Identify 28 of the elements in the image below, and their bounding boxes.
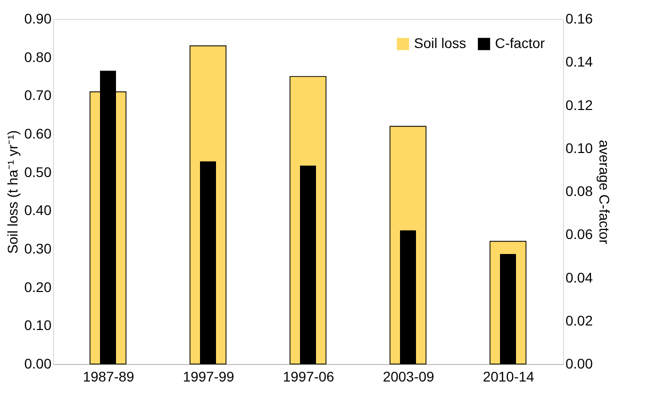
legend-label: C-factor [495, 35, 546, 51]
y2-tick-label: 0.16 [566, 10, 593, 26]
y2-tick-label: 0.06 [566, 226, 593, 242]
y-tick-label: 0.20 [24, 278, 52, 295]
y2-tick-label: 0.14 [566, 54, 593, 70]
y-tick-label: 0.70 [24, 87, 52, 104]
y-tick-label: 0.90 [24, 10, 52, 26]
y2-tick-label: 0.00 [566, 356, 593, 372]
y2-tick-label: 0.02 [566, 312, 593, 328]
x-tick-label: 1997-99 [182, 368, 234, 384]
y-tick-label: 0.10 [24, 317, 52, 334]
y2-tick-label: 0.04 [566, 269, 593, 286]
y-tick-label: 0.30 [24, 240, 52, 256]
y2-tick-label: 0.10 [566, 140, 593, 156]
y-tick-label: 0.40 [24, 202, 52, 218]
x-tick-label: 2010-14 [482, 368, 534, 384]
y-axis-title: Soil loss (t ha⁻¹ yr⁻¹) [4, 130, 20, 254]
y-tick-label: 0.50 [24, 164, 52, 180]
x-tick-label: 1997-06 [282, 368, 334, 384]
y-tick-label: 0.60 [24, 126, 52, 142]
legend-label: Soil loss [414, 35, 466, 51]
y2-tick-label: 0.08 [566, 183, 593, 199]
y2-axis-title: average C-factor [596, 140, 613, 244]
y-tick-label: 0.80 [24, 48, 52, 65]
x-tick-label: 2003-09 [382, 368, 434, 384]
x-tick-label: 1987-89 [82, 368, 134, 384]
y2-tick-label: 0.12 [566, 96, 593, 113]
y-tick-label: 0.00 [24, 356, 52, 372]
